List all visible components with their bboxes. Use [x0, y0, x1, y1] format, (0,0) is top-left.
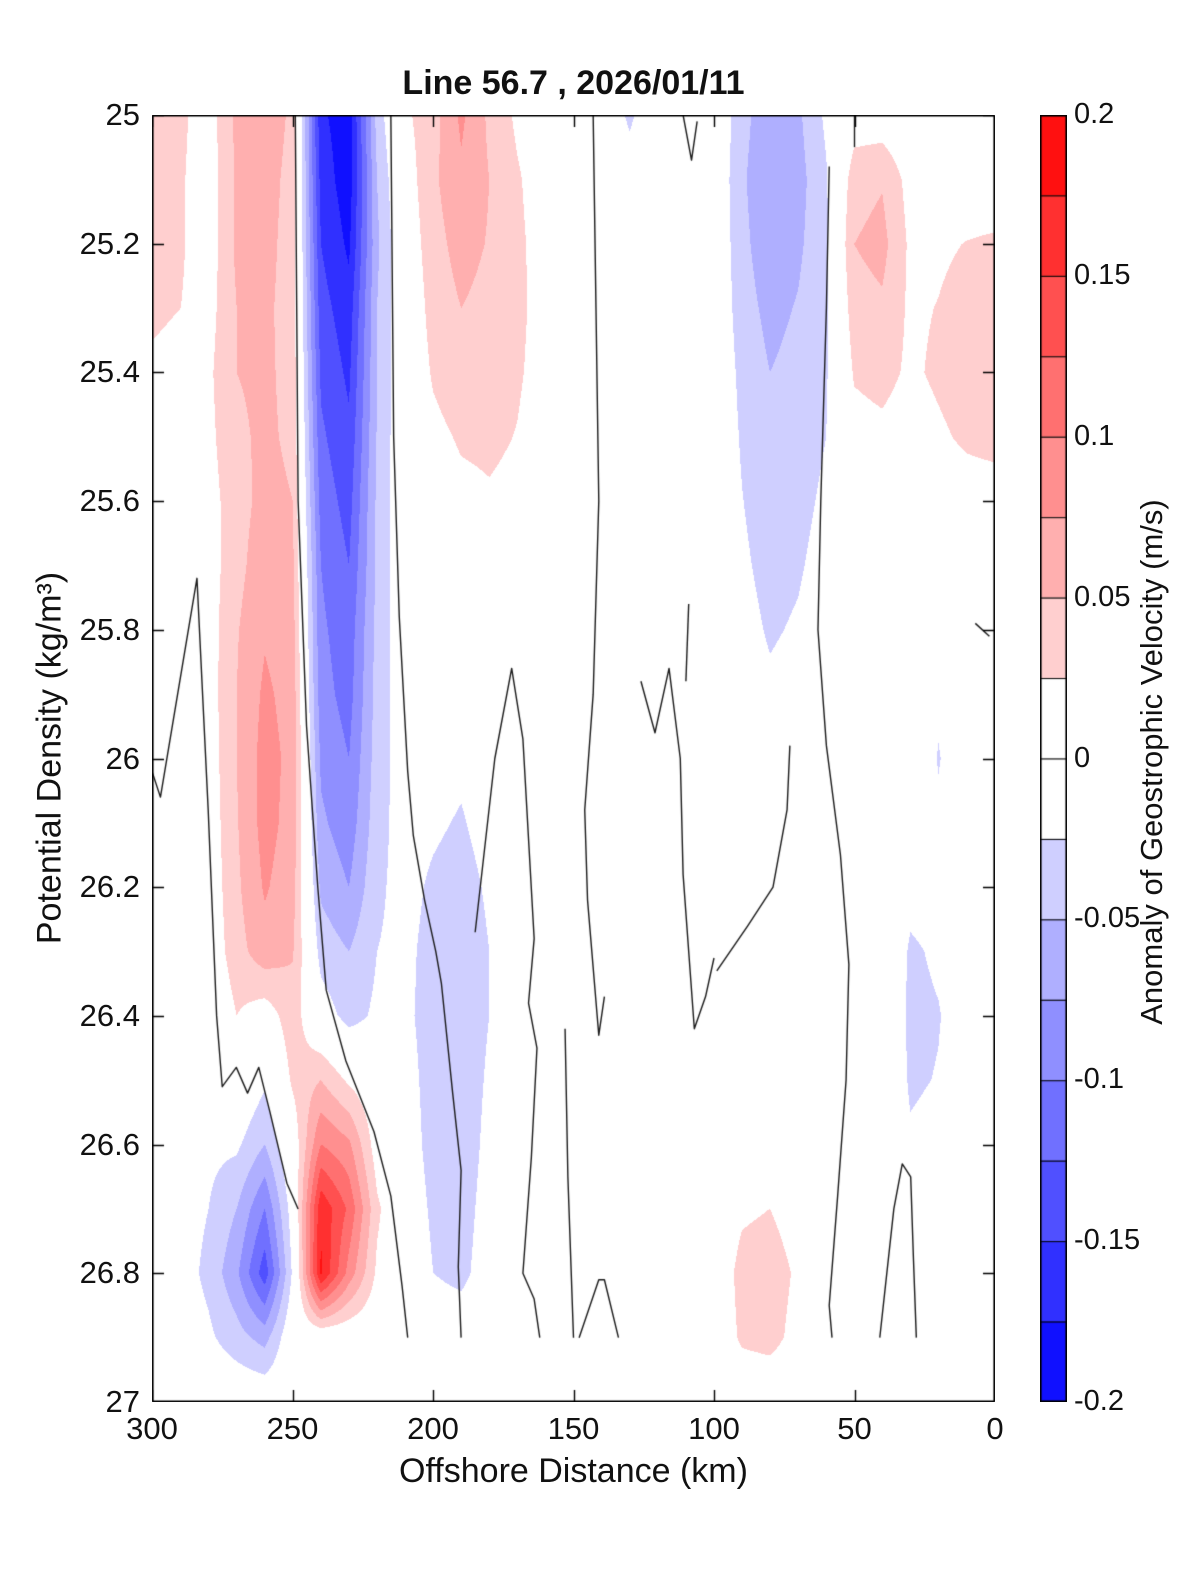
colorbar-tick-label: 0.05 — [1074, 580, 1131, 613]
colorbar-tick-label: -0.2 — [1074, 1385, 1124, 1417]
colorbar-tick-label: -0.1 — [1074, 1063, 1124, 1096]
colorbar-tick-label: 0.1 — [1074, 419, 1115, 452]
y-tick-label: 26.8 — [79, 1255, 140, 1291]
plot-title: Line 56.7 , 2026/01/11 — [402, 64, 745, 102]
colorbar — [1040, 115, 1067, 1402]
colorbar-tick-label: -0.15 — [1074, 1224, 1141, 1257]
x-tick-label: 100 — [688, 1411, 740, 1446]
x-tick-label: 0 — [986, 1411, 1004, 1446]
x-tick-label: 150 — [547, 1411, 600, 1446]
y-axis-label: Potential Density (kg/m³) — [30, 571, 69, 945]
x-axis-label: Offshore Distance (km) — [399, 1452, 748, 1490]
y-tick-label: 25.8 — [79, 611, 140, 647]
colorbar-tick-label: 0 — [1074, 741, 1091, 774]
contour-plot-canvas — [152, 115, 995, 1402]
x-tick-label: 300 — [126, 1411, 178, 1446]
y-tick-label: 25.2 — [79, 225, 140, 261]
x-tick-label: 50 — [837, 1411, 872, 1446]
y-tick-label: 27 — [105, 1384, 140, 1419]
y-tick-label: 26.4 — [79, 997, 140, 1033]
y-tick-label: 25 — [105, 97, 140, 132]
y-tick-label: 26 — [105, 740, 140, 776]
x-tick-label: 200 — [407, 1411, 459, 1446]
colorbar-tick-label: 0.15 — [1074, 258, 1131, 291]
y-tick-label: 25.4 — [79, 354, 140, 390]
y-tick-label: 26.2 — [79, 869, 140, 905]
x-tick-label: 250 — [266, 1411, 319, 1446]
y-tick-label: 26.6 — [79, 1126, 140, 1162]
colorbar-tick-label: 0.2 — [1074, 98, 1115, 130]
colorbar-tick-label: -0.05 — [1074, 902, 1141, 935]
colorbar-label: Anomaly of Geostrophic Velocity (m/s) — [1134, 499, 1169, 1025]
y-tick-label: 25.6 — [79, 483, 140, 519]
